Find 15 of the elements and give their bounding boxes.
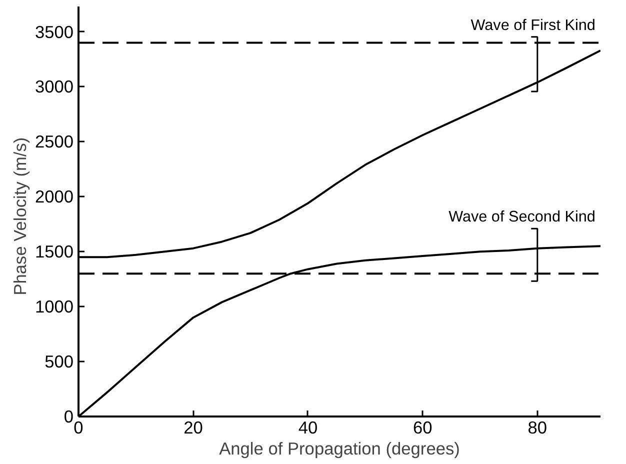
annotation: Wave of First Kind [470, 16, 596, 34]
y-axis-title: Phase Velocity (m/s) [10, 137, 30, 296]
y-tick-label: 2000 [34, 186, 74, 207]
x-tick-label: 80 [528, 418, 548, 438]
y-tick-label: 3500 [34, 22, 74, 42]
x-tick-label: 60 [413, 418, 432, 438]
x-tick-label: 20 [184, 418, 203, 438]
y-tick-label: 2500 [34, 132, 74, 152]
x-axis-title: Angle of Propagation (degrees) [219, 438, 460, 458]
x-tick-label: 40 [298, 418, 318, 438]
y-tick-label: 3000 [34, 76, 74, 97]
y-tick-label: 1000 [34, 296, 74, 317]
y-tick-label: 500 [44, 352, 74, 372]
annotation: Wave of Second Kind [448, 208, 596, 226]
y-tick-label: 1500 [34, 242, 74, 262]
